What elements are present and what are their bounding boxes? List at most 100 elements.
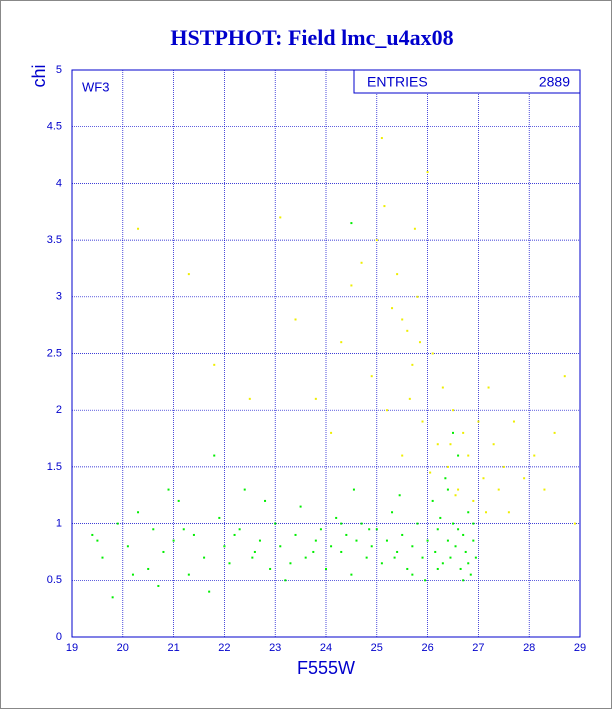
stats-value: 2889 (539, 74, 570, 90)
point (502, 465, 505, 468)
point (314, 539, 317, 542)
chart-title: HSTPHOT: Field lmc_u4ax08 (170, 25, 453, 50)
point (335, 516, 338, 519)
point (167, 488, 170, 491)
point (444, 477, 447, 480)
plot-frame (71, 69, 581, 638)
point (330, 431, 333, 434)
point (299, 505, 302, 508)
point (472, 499, 475, 502)
point (325, 567, 327, 570)
point (370, 375, 373, 378)
point (431, 352, 434, 355)
point (279, 216, 282, 219)
point (492, 443, 495, 446)
point (312, 550, 315, 553)
stats-box (353, 69, 581, 94)
x-tick-label: 22 (218, 642, 230, 654)
point (487, 386, 490, 389)
point (172, 539, 175, 542)
y-tick-label: 3 (56, 291, 62, 303)
point (393, 556, 396, 559)
point (177, 499, 180, 502)
point (187, 273, 190, 276)
point (543, 488, 546, 491)
x-axis-label: F555W (297, 658, 355, 678)
point (213, 454, 216, 457)
point (350, 573, 353, 576)
point (454, 494, 457, 497)
point (350, 284, 353, 287)
point (406, 567, 409, 570)
point (340, 522, 343, 525)
point (413, 227, 416, 230)
x-tick-label: 25 (371, 642, 383, 654)
point (497, 488, 500, 491)
point (233, 533, 236, 536)
point (411, 363, 414, 366)
y-tick-label: 0 (56, 631, 62, 643)
x-tick-label: 23 (269, 642, 281, 654)
point (467, 511, 470, 514)
point (314, 397, 317, 400)
x-tick-label: 27 (472, 642, 484, 654)
y-tick-label: 3.5 (47, 234, 62, 246)
point (182, 528, 185, 531)
point (436, 443, 439, 446)
point (454, 545, 457, 548)
y-axis-label: chi (29, 64, 49, 87)
y-tick-label: 5 (56, 64, 62, 76)
point (370, 545, 373, 548)
point (157, 584, 160, 587)
point (421, 556, 424, 559)
point (269, 567, 272, 570)
point (96, 539, 99, 542)
point (340, 341, 343, 344)
point (452, 431, 454, 434)
x-tick-label: 28 (523, 642, 535, 654)
point (101, 556, 104, 559)
point (218, 516, 221, 519)
point (563, 375, 566, 378)
point (251, 556, 254, 559)
point (401, 318, 404, 321)
point (462, 579, 465, 582)
point (406, 329, 409, 332)
x-tick-label: 19 (66, 642, 78, 654)
point (137, 511, 140, 514)
point (446, 488, 449, 491)
point (294, 318, 297, 321)
point (474, 556, 477, 559)
point (355, 539, 358, 542)
point (396, 273, 399, 276)
y-tick-label: 2.5 (47, 347, 62, 359)
point (365, 556, 368, 559)
point (248, 397, 251, 400)
point (507, 511, 510, 514)
point (457, 488, 460, 491)
point (449, 443, 452, 446)
y-tick-label: 1 (56, 518, 62, 530)
y-tick-label: 4 (56, 177, 62, 189)
point (352, 488, 355, 491)
point (203, 556, 206, 559)
point (391, 511, 394, 514)
point (446, 465, 449, 468)
point (258, 539, 261, 542)
point (418, 341, 421, 344)
point (253, 550, 256, 553)
point (446, 539, 449, 542)
point (429, 471, 432, 474)
point (436, 567, 439, 570)
point (457, 454, 460, 457)
point (416, 522, 419, 525)
point (512, 420, 515, 423)
x-tick-label: 20 (117, 642, 129, 654)
point (424, 579, 427, 582)
point (350, 222, 353, 225)
y-tick-label: 0.5 (47, 574, 62, 586)
point (441, 562, 444, 565)
point (187, 573, 190, 576)
point (459, 567, 462, 570)
point (411, 545, 414, 548)
